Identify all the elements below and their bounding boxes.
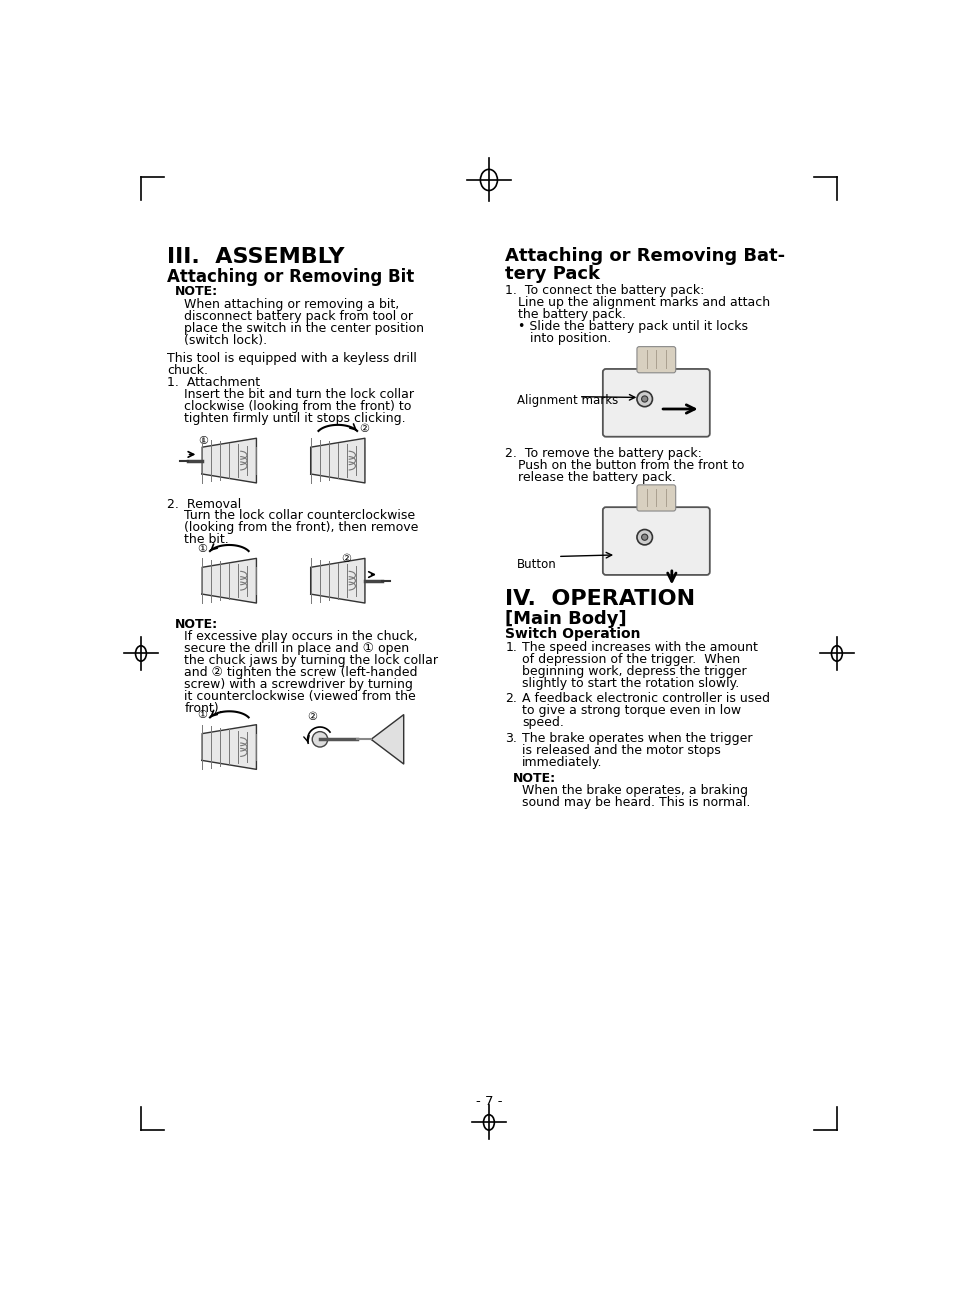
Circle shape [641, 396, 647, 402]
Text: ②: ② [359, 423, 369, 433]
Text: Attaching or Removing Bat-: Attaching or Removing Bat- [505, 247, 784, 265]
Text: release the battery pack.: release the battery pack. [517, 471, 675, 484]
Text: Push on the button from the front to: Push on the button from the front to [517, 459, 743, 472]
Text: IV.  OPERATION: IV. OPERATION [505, 589, 695, 608]
Text: (looking from the front), then remove: (looking from the front), then remove [184, 521, 418, 534]
Text: screw) with a screwdriver by turning: screw) with a screwdriver by turning [184, 678, 413, 691]
Text: the chuck jaws by turning the lock collar: the chuck jaws by turning the lock colla… [184, 655, 437, 668]
Polygon shape [202, 559, 256, 603]
Text: 2.  To remove the battery pack:: 2. To remove the battery pack: [505, 448, 701, 461]
Text: 2.  Removal: 2. Removal [167, 498, 241, 511]
Text: disconnect battery pack from tool or: disconnect battery pack from tool or [184, 311, 413, 324]
Text: NOTE:: NOTE: [174, 617, 218, 630]
Text: - 7 -: - 7 - [476, 1095, 501, 1108]
Polygon shape [202, 725, 256, 770]
Text: 1.  Attachment: 1. Attachment [167, 375, 260, 389]
Text: the battery pack.: the battery pack. [517, 308, 625, 321]
Text: speed.: speed. [521, 716, 563, 730]
Text: Alignment marks: Alignment marks [517, 393, 618, 406]
Circle shape [641, 534, 647, 541]
Text: 2.: 2. [505, 692, 517, 705]
Circle shape [637, 529, 652, 545]
Text: If excessive play occurs in the chuck,: If excessive play occurs in the chuck, [184, 630, 417, 643]
Text: of depression of the trigger.  When: of depression of the trigger. When [521, 652, 740, 665]
Text: clockwise (looking from the front) to: clockwise (looking from the front) to [184, 400, 412, 413]
Text: it counterclockwise (viewed from the: it counterclockwise (viewed from the [184, 690, 416, 703]
Text: This tool is equipped with a keyless drill: This tool is equipped with a keyless dri… [167, 352, 416, 365]
Polygon shape [371, 714, 403, 763]
FancyBboxPatch shape [602, 507, 709, 575]
Text: The speed increases with the amount: The speed increases with the amount [521, 641, 758, 653]
Text: When the brake operates, a braking: When the brake operates, a braking [521, 784, 747, 797]
Text: III.  ASSEMBLY: III. ASSEMBLY [167, 247, 344, 267]
FancyBboxPatch shape [637, 485, 675, 511]
Text: When attaching or removing a bit,: When attaching or removing a bit, [184, 298, 399, 311]
Text: place the switch in the center position: place the switch in the center position [184, 322, 424, 335]
FancyBboxPatch shape [637, 347, 675, 373]
Circle shape [637, 391, 652, 406]
Text: ①: ① [196, 710, 207, 719]
Text: chuck.: chuck. [167, 364, 208, 377]
Text: 3.: 3. [505, 732, 517, 745]
Text: 1.: 1. [505, 641, 517, 653]
Polygon shape [311, 439, 365, 483]
Text: NOTE:: NOTE: [513, 771, 556, 784]
Text: (switch lock).: (switch lock). [184, 334, 267, 347]
Text: and ② tighten the screw (left-handed: and ② tighten the screw (left-handed [184, 666, 417, 679]
Text: to give a strong torque even in low: to give a strong torque even in low [521, 704, 740, 717]
Text: front).: front). [184, 701, 223, 716]
Text: secure the drill in place and ① open: secure the drill in place and ① open [184, 642, 409, 655]
Text: tery Pack: tery Pack [505, 265, 599, 283]
Text: into position.: into position. [517, 331, 610, 344]
Text: A feedback electronic controller is used: A feedback electronic controller is used [521, 692, 769, 705]
Text: slightly to start the rotation slowly.: slightly to start the rotation slowly. [521, 677, 739, 690]
Polygon shape [202, 439, 256, 483]
Text: Button: Button [517, 558, 556, 571]
Text: [Main Body]: [Main Body] [505, 611, 626, 629]
Text: ②: ② [341, 554, 352, 564]
Text: 1.  To connect the battery pack:: 1. To connect the battery pack: [505, 283, 704, 296]
Text: is released and the motor stops: is released and the motor stops [521, 744, 720, 757]
Text: Line up the alignment marks and attach: Line up the alignment marks and attach [517, 296, 769, 309]
Text: tighten firmly until it stops clicking.: tighten firmly until it stops clicking. [184, 411, 406, 424]
Text: Turn the lock collar counterclockwise: Turn the lock collar counterclockwise [184, 510, 416, 523]
Polygon shape [311, 559, 365, 603]
Text: immediately.: immediately. [521, 756, 602, 769]
Text: Insert the bit and turn the lock collar: Insert the bit and turn the lock collar [184, 388, 414, 401]
Text: the bit.: the bit. [184, 533, 229, 546]
Text: ②: ② [307, 713, 316, 722]
Text: • Slide the battery pack until it locks: • Slide the battery pack until it locks [517, 320, 747, 333]
Text: ①: ① [196, 543, 207, 554]
Circle shape [312, 731, 328, 747]
Text: The brake operates when the trigger: The brake operates when the trigger [521, 732, 752, 745]
Text: beginning work, depress the trigger: beginning work, depress the trigger [521, 665, 746, 678]
Text: NOTE:: NOTE: [174, 286, 218, 299]
Text: Switch Operation: Switch Operation [505, 628, 640, 642]
Text: Attaching or Removing Bit: Attaching or Removing Bit [167, 268, 415, 286]
FancyBboxPatch shape [602, 369, 709, 436]
Text: sound may be heard. This is normal.: sound may be heard. This is normal. [521, 796, 750, 809]
Text: ①: ① [198, 436, 208, 446]
